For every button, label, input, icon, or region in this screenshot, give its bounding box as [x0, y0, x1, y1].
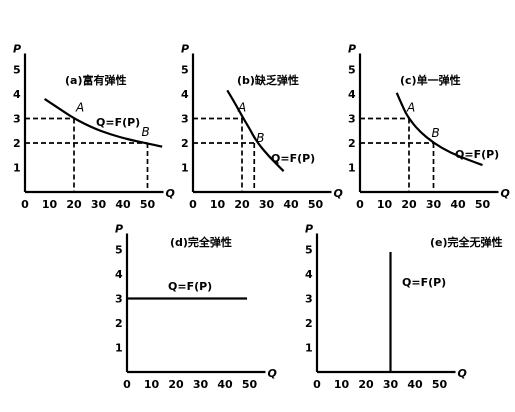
- x-tick-label: 50: [242, 378, 258, 391]
- x-tick-label: 20: [66, 198, 82, 211]
- y-tick-label: 4: [115, 268, 123, 281]
- y-tick-label: 1: [181, 162, 189, 175]
- y-tick-label: 1: [348, 162, 356, 175]
- x-tick-label: 40: [407, 378, 423, 391]
- y-axis-label: P: [115, 223, 123, 236]
- x-tick-label: 30: [91, 198, 107, 211]
- demand-curve: [43, 97, 163, 148]
- x-tick-label: 0: [313, 378, 321, 391]
- y-tick-label: 5: [13, 64, 21, 77]
- x-tick-label: 40: [217, 378, 233, 391]
- x-axis-label: Q: [458, 367, 467, 380]
- x-tick-label: 30: [383, 378, 399, 391]
- x-tick-label: 30: [193, 378, 209, 391]
- chart-title: (a)富有弹性: [65, 73, 126, 87]
- point-label-a: A: [237, 101, 246, 115]
- y-tick-label: 4: [305, 268, 313, 281]
- x-tick-label: 10: [377, 198, 393, 211]
- x-axis-label: Q: [166, 187, 175, 200]
- x-tick-label: 40: [450, 198, 466, 211]
- x-tick-label: 30: [426, 198, 442, 211]
- function-label: Q=F(P): [271, 152, 315, 165]
- point-label-b: B: [256, 131, 264, 145]
- x-tick-label: 40: [283, 198, 299, 211]
- chart-title: (e)完全无弹性: [430, 235, 503, 249]
- y-tick-label: 5: [181, 64, 189, 77]
- x-tick-label: 50: [432, 378, 448, 391]
- x-tick-label: 40: [115, 198, 131, 211]
- function-label: Q=F(P): [455, 148, 499, 161]
- x-tick-label: 0: [356, 198, 364, 211]
- x-tick-label: 20: [168, 378, 184, 391]
- y-tick-label: 3: [305, 293, 313, 306]
- y-tick-label: 2: [348, 137, 356, 150]
- chart-title: (b)缺乏弹性: [237, 73, 299, 87]
- y-tick-label: 4: [181, 88, 189, 101]
- chart-title: (d)完全弹性: [170, 235, 232, 249]
- function-label: Q=F(P): [168, 280, 212, 293]
- x-axis-label: Q: [501, 187, 510, 200]
- function-label: Q=F(P): [402, 276, 446, 289]
- y-tick-label: 2: [305, 317, 313, 330]
- x-tick-label: 0: [123, 378, 131, 391]
- x-tick-label: 10: [210, 198, 226, 211]
- x-tick-label: 30: [259, 198, 275, 211]
- x-tick-label: 10: [42, 198, 58, 211]
- y-tick-label: 1: [115, 342, 123, 355]
- y-tick-label: 5: [348, 64, 356, 77]
- point-label-b: B: [432, 126, 440, 140]
- x-tick-label: 10: [334, 378, 350, 391]
- x-tick-label: 0: [189, 198, 197, 211]
- y-axis-label: P: [13, 43, 21, 56]
- x-tick-label: 10: [144, 378, 160, 391]
- y-tick-label: 2: [13, 137, 21, 150]
- point-label-a: A: [406, 101, 415, 115]
- y-tick-label: 4: [348, 88, 356, 101]
- x-tick-label: 50: [475, 198, 491, 211]
- x-tick-label: 20: [401, 198, 417, 211]
- x-axis-label: Q: [334, 187, 343, 200]
- y-tick-label: 1: [13, 162, 21, 175]
- y-tick-label: 3: [13, 113, 21, 126]
- x-tick-label: 50: [140, 198, 156, 211]
- x-tick-label: 0: [21, 198, 29, 211]
- y-axis-label: P: [305, 223, 313, 236]
- demand-curve: [395, 92, 483, 167]
- x-tick-label: 20: [358, 378, 374, 391]
- y-tick-label: 4: [13, 88, 21, 101]
- y-tick-label: 5: [115, 244, 123, 257]
- y-axis-label: P: [181, 43, 189, 56]
- y-tick-label: 3: [115, 293, 123, 306]
- y-tick-label: 2: [181, 137, 189, 150]
- point-label-a: A: [75, 101, 84, 115]
- function-label: Q=F(P): [96, 116, 140, 129]
- y-tick-label: 2: [115, 317, 123, 330]
- x-tick-label: 20: [234, 198, 250, 211]
- point-label-b: B: [142, 125, 150, 139]
- y-tick-label: 3: [348, 113, 356, 126]
- chart-title: (c)单一弹性: [400, 73, 461, 87]
- y-axis-label: P: [348, 43, 356, 56]
- y-tick-label: 1: [305, 342, 313, 355]
- y-tick-label: 3: [181, 113, 189, 126]
- x-tick-label: 50: [308, 198, 324, 211]
- demand-curve: [226, 89, 285, 172]
- x-axis-label: Q: [268, 367, 277, 380]
- y-tick-label: 5: [305, 244, 313, 257]
